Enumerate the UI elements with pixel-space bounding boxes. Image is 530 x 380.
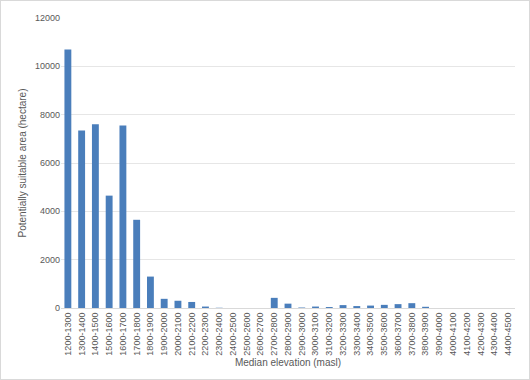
svg-text:3500-3600: 3500-3600 xyxy=(379,313,389,356)
svg-text:Potentially suitable area (hec: Potentially suitable area (hectare) xyxy=(17,89,28,238)
svg-text:0: 0 xyxy=(55,303,60,313)
svg-text:1600-1700: 1600-1700 xyxy=(118,313,128,356)
svg-text:2600-2700: 2600-2700 xyxy=(255,313,265,356)
svg-text:4200-4300: 4200-4300 xyxy=(476,313,486,356)
svg-text:2500-2600: 2500-2600 xyxy=(242,313,252,356)
svg-text:3700-3800: 3700-3800 xyxy=(407,313,417,356)
svg-text:4000-4100: 4000-4100 xyxy=(448,313,458,356)
svg-text:3800-3900: 3800-3900 xyxy=(421,313,431,356)
svg-text:Median elevation (masl): Median elevation (masl) xyxy=(235,357,341,368)
svg-text:12000: 12000 xyxy=(35,13,60,23)
svg-text:2700-2800: 2700-2800 xyxy=(269,313,279,356)
svg-text:2000: 2000 xyxy=(40,255,60,265)
svg-text:8000: 8000 xyxy=(40,110,60,120)
svg-text:3200-3300: 3200-3300 xyxy=(338,313,348,356)
svg-text:1800-1900: 1800-1900 xyxy=(145,313,155,356)
svg-text:4300-4400: 4300-4400 xyxy=(489,313,499,356)
svg-text:3000-3100: 3000-3100 xyxy=(310,313,320,356)
svg-text:1700-1800: 1700-1800 xyxy=(132,313,142,356)
svg-text:4000: 4000 xyxy=(40,206,60,216)
svg-text:2200-2300: 2200-2300 xyxy=(200,313,210,356)
svg-text:3400-3500: 3400-3500 xyxy=(365,313,375,356)
svg-text:1200-1300: 1200-1300 xyxy=(63,313,73,356)
svg-text:10000: 10000 xyxy=(35,61,60,71)
svg-text:1500-1600: 1500-1600 xyxy=(104,313,114,356)
svg-text:1900-2000: 1900-2000 xyxy=(159,313,169,356)
svg-text:2300-2400: 2300-2400 xyxy=(214,313,224,356)
svg-text:3300-3400: 3300-3400 xyxy=(352,313,362,356)
svg-text:3600-3700: 3600-3700 xyxy=(393,313,403,356)
svg-text:2900-3000: 2900-3000 xyxy=(297,313,307,356)
svg-text:3900-4000: 3900-4000 xyxy=(434,313,444,356)
svg-text:4400-4500: 4400-4500 xyxy=(503,313,513,356)
svg-text:3100-3200: 3100-3200 xyxy=(324,313,334,356)
svg-text:1400-1500: 1400-1500 xyxy=(90,313,100,356)
svg-text:1300-1400: 1300-1400 xyxy=(77,313,87,356)
svg-text:4100-4200: 4100-4200 xyxy=(462,313,472,356)
svg-text:2000-2100: 2000-2100 xyxy=(173,313,183,356)
svg-text:2100-2200: 2100-2200 xyxy=(187,313,197,356)
svg-text:2800-2900: 2800-2900 xyxy=(283,313,293,356)
svg-text:2400-2500: 2400-2500 xyxy=(228,313,238,356)
svg-text:6000: 6000 xyxy=(40,158,60,168)
